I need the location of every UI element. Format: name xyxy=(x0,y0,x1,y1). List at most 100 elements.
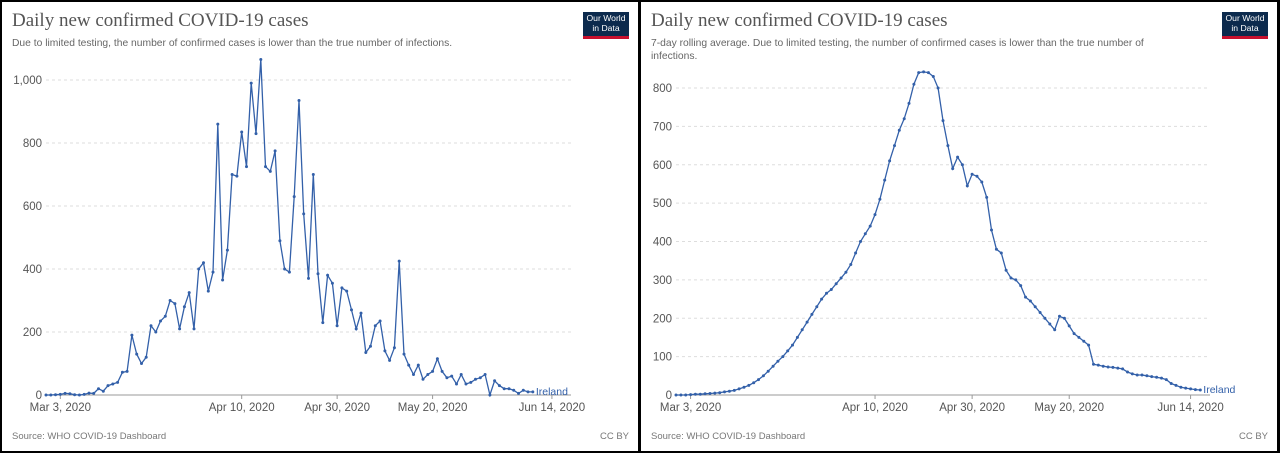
data-point xyxy=(163,314,167,318)
data-point xyxy=(459,373,463,376)
data-point xyxy=(397,259,401,263)
data-point xyxy=(178,327,182,331)
data-point xyxy=(713,391,717,395)
series-label: Ireland xyxy=(1203,384,1235,396)
data-point xyxy=(197,267,201,271)
data-point xyxy=(936,86,940,90)
data-point xyxy=(431,369,435,373)
data-point xyxy=(1189,387,1193,391)
data-point xyxy=(316,272,320,276)
data-point xyxy=(82,392,86,396)
license-label[interactable]: CC BY xyxy=(1238,431,1268,442)
data-point xyxy=(1043,316,1047,320)
data-point xyxy=(120,370,124,374)
data-point xyxy=(125,369,129,373)
data-point xyxy=(202,261,205,265)
data-point xyxy=(791,343,794,347)
data-point xyxy=(1087,343,1091,347)
data-point xyxy=(445,376,449,380)
data-point xyxy=(946,144,950,148)
data-point xyxy=(1193,388,1197,392)
data-point xyxy=(182,305,186,309)
line-chart-rolling-average: 0 100 200 300 400 500 600 700 800 Mar 3, 2020 Apr … xyxy=(653,70,1236,414)
data-point xyxy=(54,393,57,397)
line-chart-daily: 0 200 400 600 800 1,000 Mar 3, 2020 Apr 10, 202… xyxy=(13,58,585,414)
data-point xyxy=(878,197,882,201)
data-point xyxy=(416,363,420,367)
data-point xyxy=(135,352,139,356)
data-point xyxy=(421,377,425,381)
data-point xyxy=(917,71,921,75)
data-point xyxy=(192,327,196,331)
data-point xyxy=(1067,324,1071,328)
data-point xyxy=(1092,362,1095,366)
data-point xyxy=(469,380,473,384)
chart-subtitle: Due to limited testing, the number of co… xyxy=(12,38,453,49)
data-point xyxy=(897,128,901,132)
data-point xyxy=(1082,339,1086,343)
data-point xyxy=(1072,332,1076,336)
data-point xyxy=(834,282,838,286)
data-point xyxy=(693,392,697,396)
data-point xyxy=(283,267,287,271)
data-point xyxy=(340,286,344,290)
data-point xyxy=(1155,375,1159,379)
data-point xyxy=(839,276,843,280)
data-point xyxy=(245,165,248,169)
data-point xyxy=(810,312,814,316)
data-point xyxy=(975,174,979,178)
data-point xyxy=(844,270,848,274)
data-point xyxy=(1198,388,1202,392)
owid-logo[interactable]: Our World in Data xyxy=(583,12,629,39)
license-label[interactable]: CC BY xyxy=(599,431,629,442)
data-point xyxy=(259,58,263,61)
source-note[interactable]: Source: WHO COVID-19 Dashboard xyxy=(651,431,806,442)
source-note[interactable]: Source: WHO COVID-19 Dashboard xyxy=(12,431,167,442)
data-point xyxy=(732,388,736,392)
data-point xyxy=(440,369,444,373)
x-tick-label: Jun 14, 2020 xyxy=(1157,402,1224,414)
data-point xyxy=(521,388,525,392)
data-point xyxy=(883,178,887,182)
data-point xyxy=(311,173,315,176)
data-point xyxy=(980,180,984,184)
data-point xyxy=(888,159,892,163)
data-point xyxy=(297,99,301,102)
data-point xyxy=(330,281,334,285)
series-line-ireland xyxy=(676,71,1201,396)
owid-logo[interactable]: Our World in Data xyxy=(1222,12,1268,39)
data-point xyxy=(825,291,828,295)
data-point xyxy=(101,389,105,393)
data-point xyxy=(1174,383,1178,387)
data-point xyxy=(985,195,989,199)
logo-line-2: in Data xyxy=(592,22,620,33)
data-point xyxy=(450,374,454,378)
data-point xyxy=(674,393,678,397)
logo-line-2: in Data xyxy=(1231,22,1259,33)
data-point xyxy=(1126,370,1129,374)
data-point xyxy=(97,387,100,391)
data-point xyxy=(478,376,482,380)
y-tick-label: 300 xyxy=(653,275,672,287)
data-point xyxy=(187,291,191,295)
data-point xyxy=(278,239,282,243)
data-point xyxy=(698,392,702,396)
chart-title: Daily new confirmed COVID-19 cases xyxy=(651,10,948,31)
chart-title: Daily new confirmed COVID-19 cases xyxy=(12,10,309,31)
data-point xyxy=(723,390,726,394)
data-point xyxy=(106,384,110,388)
data-point xyxy=(1062,316,1066,320)
data-point xyxy=(893,144,896,148)
data-point xyxy=(926,71,930,75)
data-point xyxy=(154,330,158,334)
data-point xyxy=(173,302,177,306)
data-point xyxy=(941,119,945,123)
data-point xyxy=(1140,373,1144,377)
data-point xyxy=(965,184,969,188)
data-point xyxy=(752,381,756,385)
y-tick-label: 600 xyxy=(23,201,42,213)
data-point xyxy=(435,357,439,361)
data-point xyxy=(321,321,325,325)
data-point xyxy=(373,324,377,328)
data-point xyxy=(766,369,770,373)
